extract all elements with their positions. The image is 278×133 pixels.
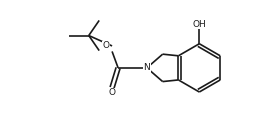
Text: O: O bbox=[109, 88, 116, 97]
Text: O: O bbox=[103, 41, 110, 50]
Text: OH: OH bbox=[193, 20, 207, 28]
Text: N: N bbox=[143, 63, 150, 72]
